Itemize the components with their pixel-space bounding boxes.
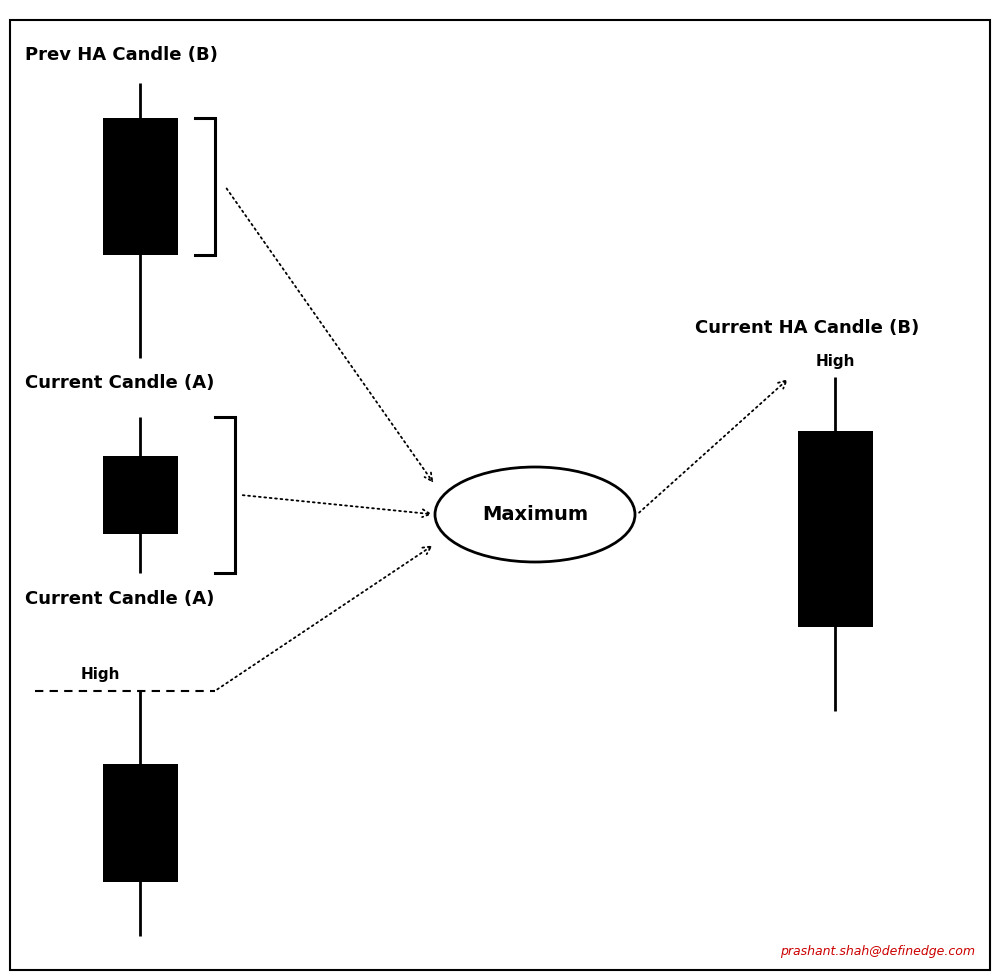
Bar (103, 764, 178, 882)
Text: Prev HA Candle (B): Prev HA Candle (B) (25, 46, 218, 64)
Bar (103, 456, 178, 534)
Ellipse shape (435, 467, 635, 562)
Text: High: High (815, 354, 855, 368)
Text: High: High (80, 667, 120, 682)
Text: Current HA Candle (B): Current HA Candle (B) (695, 319, 919, 337)
Bar (798, 431, 872, 627)
Bar (103, 118, 178, 255)
Text: Current Candle (A): Current Candle (A) (25, 590, 214, 608)
Text: prashant.shah@definedge.com: prashant.shah@definedge.com (780, 946, 975, 958)
Text: Current Candle (A): Current Candle (A) (25, 374, 214, 392)
Text: Maximum: Maximum (482, 505, 588, 524)
